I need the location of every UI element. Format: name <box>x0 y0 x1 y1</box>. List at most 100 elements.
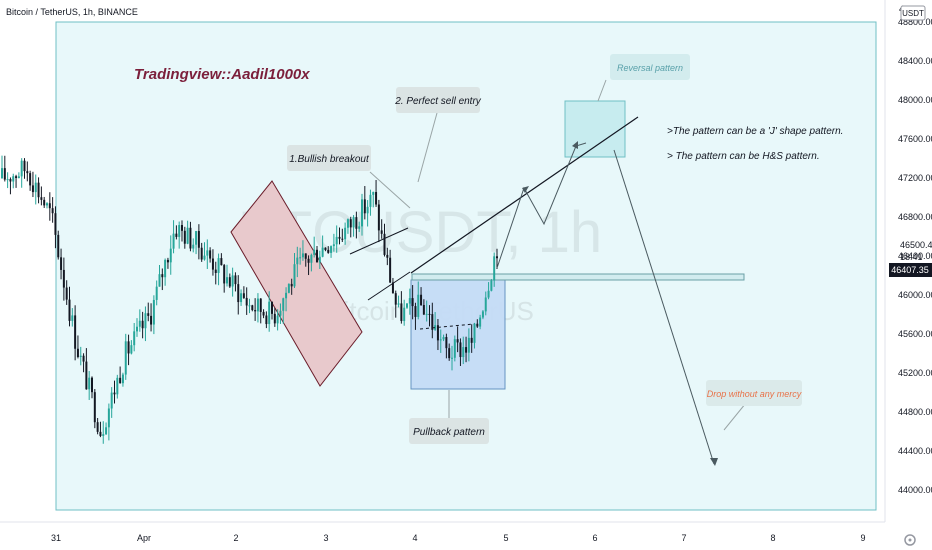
candle-body <box>456 339 459 343</box>
candle-body <box>15 176 18 179</box>
candle-body <box>439 339 442 341</box>
resistance-zone[interactable] <box>411 273 745 281</box>
candle-body <box>234 275 237 285</box>
drop-label-box[interactable] <box>706 380 802 406</box>
candle-body <box>223 265 226 284</box>
price-axis-ticks[interactable]: 44000.00 44400.00 44800.00 45200.00 45600.00… <box>898 17 932 495</box>
candle-body <box>372 192 375 195</box>
candle-body <box>276 315 279 324</box>
candle-body <box>96 422 99 432</box>
candle-body <box>380 230 383 234</box>
candle-body <box>259 298 262 312</box>
candle-body <box>397 303 400 305</box>
reversal-box[interactable] <box>564 100 626 158</box>
candle-body <box>245 297 248 306</box>
candle-body <box>102 434 105 436</box>
price-tick-label: 44000.00 <box>898 485 932 495</box>
sell-label-text: 2. Perfect sell entry <box>394 96 482 107</box>
projection-path[interactable] <box>496 142 587 269</box>
candle-body <box>445 337 448 349</box>
candle-body <box>406 303 408 308</box>
candle-body <box>422 305 425 315</box>
candle-body <box>389 257 392 283</box>
candle-body <box>178 225 181 237</box>
candle-body <box>459 342 462 358</box>
candle-body <box>166 259 169 263</box>
time-axis-ticks[interactable]: 31 Apr 2 3 4 5 6 7 8 9 <box>51 533 866 543</box>
candle-body <box>161 274 164 278</box>
note-j-shape: >The pattern can be a 'J' shape pattern. <box>667 126 843 137</box>
candle-body <box>192 244 195 249</box>
candle-body <box>34 182 37 193</box>
candle-body <box>164 259 167 278</box>
candle-body <box>107 408 110 428</box>
price-tick-label: 48000.00 <box>898 95 932 105</box>
candles-group <box>1 155 498 444</box>
candle-body <box>425 313 428 315</box>
gear-icon[interactable] <box>904 534 916 546</box>
sell-callout-pointer <box>417 112 438 183</box>
symbol-title[interactable]: Bitcoin / TetherUS, 1h, BINANCE <box>6 7 138 17</box>
time-tick-label-9: 9 <box>860 533 865 543</box>
candle-body <box>496 256 498 259</box>
wedge-lower-line[interactable] <box>367 271 411 301</box>
candle-body <box>206 250 209 256</box>
candle-body <box>214 269 217 273</box>
candle-body <box>1 168 3 178</box>
wedge-upper-line[interactable] <box>349 227 409 255</box>
candle-body <box>85 361 88 390</box>
candle-body <box>327 249 330 253</box>
candle-body <box>434 325 437 330</box>
candle-body <box>248 305 251 307</box>
candle-body <box>228 277 231 287</box>
candle-body <box>386 254 389 258</box>
candle-body <box>296 257 299 265</box>
currency-label: USDT <box>902 9 924 18</box>
reversal-label-box[interactable] <box>610 54 690 80</box>
candle-body <box>37 182 40 198</box>
reversal-callout-pointer <box>597 79 607 102</box>
pullback-label-box[interactable] <box>409 418 489 444</box>
currency-badge[interactable] <box>900 5 926 21</box>
candle-body <box>3 168 6 180</box>
time-tick-label-4: 4 <box>412 533 417 543</box>
candle-body <box>341 238 344 240</box>
candle-body <box>211 258 214 270</box>
current-price-badge[interactable] <box>889 263 932 277</box>
candle-body <box>17 176 20 179</box>
time-tick-label-3: 3 <box>323 533 328 543</box>
candle-body <box>138 320 141 327</box>
candle-body <box>99 431 102 436</box>
candle-body <box>282 298 285 311</box>
candle-body <box>346 219 349 228</box>
candle-body <box>321 247 324 257</box>
price-tick-label: 47600.00 <box>898 134 932 144</box>
main-trendline[interactable] <box>410 116 639 274</box>
candle-body <box>490 280 493 291</box>
candle-body <box>420 294 423 306</box>
candle-body <box>268 301 271 325</box>
candle-body <box>479 317 482 327</box>
candle-body <box>279 310 282 316</box>
candle-body <box>20 160 23 177</box>
candle-body <box>290 283 293 287</box>
price-tick-label: 48400.00 <box>898 56 932 66</box>
candle-body <box>220 258 223 266</box>
candle-body <box>119 377 122 384</box>
candle-body <box>169 248 172 263</box>
candle-body <box>366 206 369 214</box>
candle-body <box>299 257 302 259</box>
candle-body <box>375 192 378 205</box>
candle-body <box>254 310 257 312</box>
bullish-channel-shape[interactable] <box>230 180 363 387</box>
bullish-label-box[interactable] <box>287 145 371 171</box>
reversal-label-text: Reversal pattern <box>617 63 683 73</box>
price-tick-label: 45600.00 <box>898 329 932 339</box>
candle-body <box>332 244 335 247</box>
price-tick-label: 46400.00 <box>898 251 932 261</box>
drop-projection-line[interactable] <box>613 149 715 465</box>
current-price-label: 46407.35 <box>891 265 929 275</box>
sell-label-box[interactable] <box>396 87 480 113</box>
